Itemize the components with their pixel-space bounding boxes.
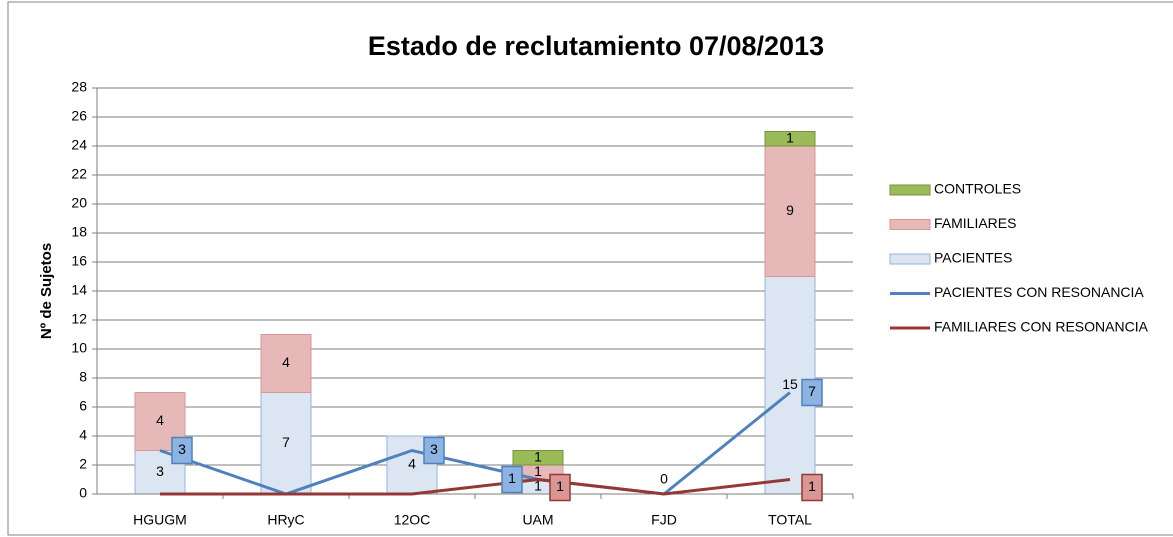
- x-tick-label: FJD: [651, 512, 677, 528]
- legend-label: FAMILIARES CON RESONANCIA: [934, 319, 1149, 335]
- chart-title: Estado de reclutamiento 07/08/2013: [368, 31, 824, 61]
- line-label-box: [549, 473, 571, 502]
- y-tick-label: 10: [71, 340, 87, 356]
- line-label-box: [801, 378, 823, 407]
- x-tick-label: 12OC: [394, 512, 431, 528]
- bar-segment: [260, 334, 312, 393]
- line-label-box: [171, 436, 193, 465]
- line-series: [160, 477, 791, 496]
- line-label-box: [423, 436, 445, 465]
- bar-segment: [764, 145, 816, 277]
- x-tick-label: UAM: [522, 512, 553, 528]
- y-tick-label: 12: [71, 311, 87, 327]
- legend-swatch: [889, 219, 931, 230]
- line-data-label: 1: [556, 478, 564, 494]
- y-tick-label: 26: [71, 108, 87, 124]
- data-label: 7: [282, 434, 290, 450]
- legend-label: FAMILIARES: [934, 215, 1016, 231]
- line-data-label: 1: [508, 470, 516, 486]
- y-tick-label: 18: [71, 224, 87, 240]
- data-label: 1: [534, 477, 542, 493]
- legend-label: PACIENTES CON RESONANCIA: [934, 284, 1144, 300]
- line-data-label: 7: [808, 383, 816, 399]
- chart-border: [7, 1, 1173, 536]
- y-tick-label: 0: [79, 485, 87, 501]
- data-label: 0: [660, 471, 668, 487]
- line-series: [159, 391, 791, 496]
- x-tick-label: TOTAL: [768, 512, 812, 528]
- data-label: 4: [156, 412, 164, 428]
- y-tick-label: 16: [71, 253, 87, 269]
- bar-segment: [512, 450, 564, 466]
- y-tick-label: 2: [79, 456, 87, 472]
- legend-swatch: [889, 253, 931, 265]
- line-data-label: 1: [808, 478, 816, 494]
- data-label: 1: [786, 129, 794, 145]
- legend-label: CONTROLES: [934, 181, 1021, 197]
- data-label: 1: [534, 448, 542, 464]
- y-tick-label: 14: [71, 282, 87, 298]
- y-tick-label: 22: [71, 166, 87, 182]
- data-label: 1: [534, 463, 542, 479]
- y-tick-label: 8: [79, 369, 87, 385]
- bar-segment: [260, 392, 312, 495]
- line-label-box: [501, 465, 523, 494]
- data-label: 4: [408, 456, 416, 472]
- y-tick-label: 4: [79, 427, 87, 443]
- data-label: 4: [282, 354, 290, 370]
- x-tick-label: HRyC: [267, 512, 304, 528]
- legend-label: PACIENTES: [934, 250, 1012, 266]
- bar-segment: [764, 131, 816, 147]
- y-tick-label: 28: [71, 79, 87, 95]
- line-data-label: 3: [430, 441, 438, 457]
- x-tick-label: HGUGM: [133, 512, 187, 528]
- y-tick-label: 24: [71, 137, 87, 153]
- data-label: 3: [156, 463, 164, 479]
- line-data-label: 3: [178, 441, 186, 457]
- y-axis-label: Nº de Sujetos: [38, 243, 55, 339]
- y-tick-label: 6: [79, 398, 87, 414]
- data-label: 9: [786, 202, 794, 218]
- data-label: 15: [782, 376, 798, 392]
- y-tick-label: 20: [71, 195, 87, 211]
- legend-swatch: [889, 184, 931, 196]
- line-label-box: [801, 473, 823, 502]
